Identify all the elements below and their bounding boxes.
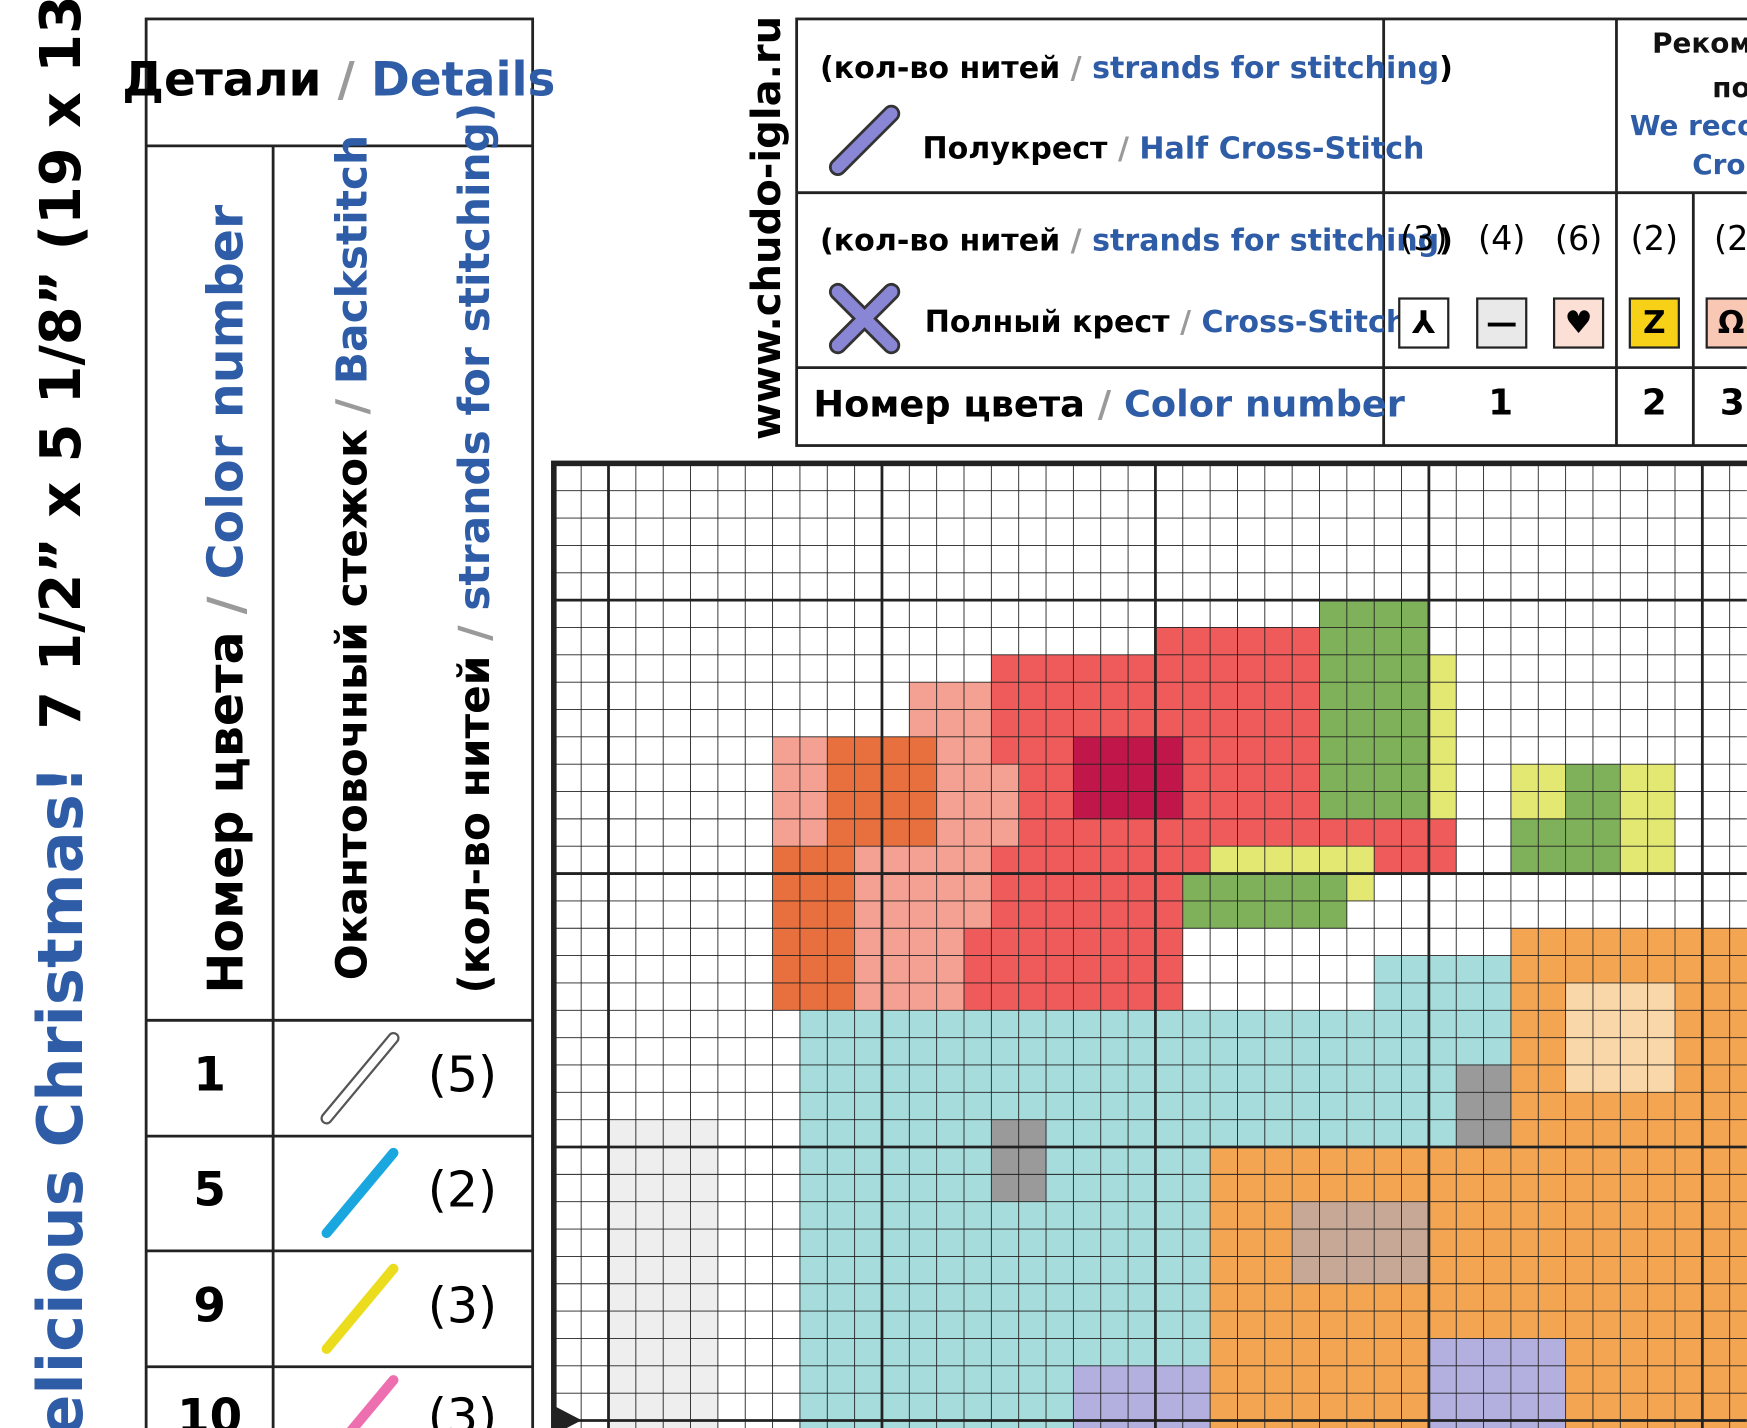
strand-count: (2) [1631, 219, 1678, 258]
symbol-box [1476, 297, 1528, 349]
sep: / [1071, 223, 1082, 258]
legend-table [795, 17, 1747, 447]
symbol-box [1552, 297, 1605, 349]
en: strands for stitching) [449, 103, 498, 611]
color-label: Номер цвета / Color number [813, 382, 1405, 425]
strand-count: (3) [1400, 219, 1447, 258]
symbol: Z [1643, 305, 1666, 341]
strands: (3) [428, 1277, 497, 1334]
en: Color number [197, 204, 254, 579]
strand-count: (6) [1555, 219, 1602, 258]
stitch-area [1073, 1365, 1211, 1428]
en: Half Cross-Stitch [1139, 131, 1424, 166]
color-number: 10 [177, 1391, 242, 1428]
sep: / [327, 398, 376, 414]
close: ) [1439, 223, 1453, 258]
header: Окантовочный стежок / Backstitch [327, 135, 376, 980]
ru: Полукрест [923, 131, 1109, 166]
color-number: 5 [193, 1163, 226, 1217]
header: Номер цвета / Color number [197, 204, 254, 994]
sep: / [1118, 131, 1129, 166]
strand-count: (2 [1714, 219, 1747, 258]
symbol-box [1705, 297, 1747, 349]
ru: Номер цвета [197, 631, 254, 993]
ru: Номер цвета [813, 382, 1085, 425]
details-rows: 1 (5) 5 (2) 9 (3) 10 (3) [177, 1032, 497, 1428]
ru: (кол-во нитей [820, 51, 1060, 86]
color-number: 2 [1642, 382, 1667, 423]
full-icon [828, 282, 901, 355]
grid-border [551, 460, 1747, 1428]
strand-count: (4) [1478, 219, 1525, 258]
pattern-grid [551, 460, 1747, 1428]
en: strands for stitching [1092, 51, 1439, 86]
symbol-box [1628, 297, 1680, 349]
recommend: по [1712, 71, 1747, 104]
ru: Детали [122, 53, 321, 107]
website: www.chudo-igla.ru [744, 16, 790, 440]
strands-label: (кол-во нитей / strands for stitching) [820, 51, 1453, 86]
en: Cross-Stitch [1202, 305, 1408, 340]
recommend: Рекоме [1652, 27, 1747, 60]
ru: (кол-во нитей [820, 223, 1060, 258]
ru: Полный крест [925, 305, 1170, 340]
backstitch [322, 1034, 398, 1123]
stitch-area [1428, 1338, 1566, 1428]
header: (кол-во нитей / strands for stitching) [449, 103, 498, 994]
recommend: We recor [1630, 109, 1747, 142]
strands: (5) [428, 1047, 497, 1104]
color-number: 9 [193, 1279, 226, 1333]
symbol-box [1398, 297, 1450, 349]
color-number: 1 [193, 1049, 226, 1103]
en: Backstitch [327, 135, 376, 384]
symbol: — [1486, 305, 1517, 341]
half-icon [831, 107, 898, 174]
legend-cells: (3) ⅄ (4) — (6) ♥ (2) Z (2 Ω 1 2 3 Рекоме по We recor Cr… [1398, 27, 1747, 423]
details-table [144, 17, 535, 1428]
en: Color number [1124, 382, 1406, 425]
recommend: Cros [1692, 148, 1747, 181]
symbol: Ω [1718, 305, 1745, 341]
ru: Окантовочный стежок [327, 429, 376, 980]
half-label: Полукрест / Half Cross-Stitch [923, 131, 1425, 166]
sep: / [1098, 382, 1112, 425]
strands: (3) [428, 1389, 497, 1428]
color-number: 3 [1720, 382, 1745, 423]
backstitch [346, 1375, 399, 1428]
color-number: 1 [1488, 382, 1513, 423]
title: elicious Christmas! [24, 766, 97, 1428]
backstitch [321, 1263, 399, 1354]
symbol: ⅄ [1412, 305, 1436, 341]
sep: / [1180, 305, 1191, 340]
stitch-area [1292, 1201, 1429, 1284]
size: 7 1/2” x 5 1/8” (19 x 13 cm) [29, 0, 94, 730]
en: Details [371, 53, 555, 107]
sep: / [449, 625, 498, 641]
sep: / [1071, 51, 1082, 86]
full-label: Полный крест / Cross-Stitch [925, 305, 1408, 340]
en: strands for stitching [1092, 223, 1439, 258]
center-arrow [553, 1405, 582, 1428]
backstitch [321, 1147, 399, 1239]
details-title: Детали / Details [122, 53, 555, 107]
close: ) [1439, 51, 1453, 86]
ru: (кол-во нитей [449, 656, 498, 994]
strands-label: (кол-во нитей / strands for stitching) [820, 223, 1453, 258]
strands: (2) [428, 1161, 497, 1218]
sep: / [338, 53, 356, 107]
sep: / [197, 596, 254, 614]
symbol: ♥ [1565, 305, 1593, 341]
